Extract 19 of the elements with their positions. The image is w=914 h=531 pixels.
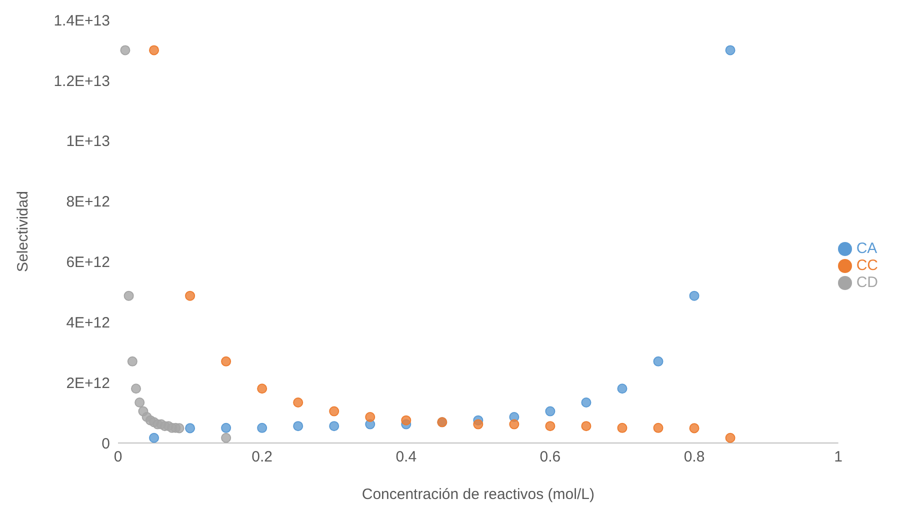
x-tick-label: 0: [114, 448, 122, 466]
x-tick-label: 0.4: [396, 448, 417, 466]
y-tick-label: 1.2E+13: [54, 72, 110, 90]
x-tick-label: 0.2: [252, 448, 272, 466]
x-tick-label: 1: [834, 448, 842, 466]
y-axis-title: Selectividad: [14, 191, 32, 272]
y-tick-label: 2E+12: [66, 374, 110, 392]
x-axis-title: Concentración de reactivos (mol/L): [362, 486, 594, 503]
y-tick-label: 1E+13: [66, 133, 110, 150]
y-tick-label: 1.4E+13: [54, 12, 110, 30]
y-tick-label: 8E+12: [66, 194, 110, 211]
y-tick-label: 0: [102, 435, 110, 452]
x-tick-label: 0.6: [540, 448, 561, 466]
legend-label: CC: [856, 257, 878, 274]
legend-label: CD: [856, 274, 878, 291]
y-tick-label: 4E+12: [66, 314, 110, 332]
y-tick-label: 6E+12: [66, 254, 110, 272]
x-tick-label: 0.8: [684, 448, 705, 466]
legend-label: CA: [856, 240, 878, 257]
